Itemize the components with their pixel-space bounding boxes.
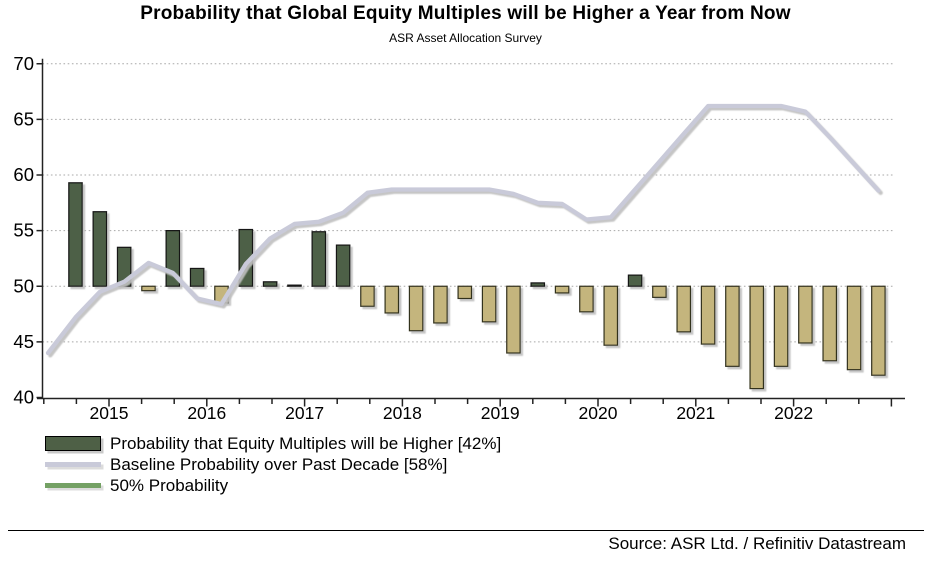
y-tick-label: 55	[13, 220, 34, 241]
year-label: 2015	[90, 403, 129, 423]
bars-group	[68, 182, 886, 390]
y-tick-label: 60	[13, 164, 34, 185]
bar	[700, 285, 716, 345]
bar	[92, 211, 108, 287]
y-tick-label: 65	[13, 108, 34, 129]
source-text: Source: ASR Ltd. / Refinitiv Datastream	[608, 534, 906, 553]
bar	[433, 285, 448, 324]
legend-label: 50% Probability	[110, 475, 229, 495]
bar	[384, 285, 400, 314]
bar-series-swatch	[45, 436, 101, 451]
bar	[189, 267, 205, 287]
bar	[481, 285, 497, 323]
chart-title: Probability that Global Equity Multiples…	[140, 3, 791, 24]
bar	[579, 285, 594, 313]
y-tick-label: 50	[13, 275, 34, 296]
bar	[603, 285, 619, 346]
year-label: 2022	[774, 403, 813, 423]
axes	[36, 58, 905, 407]
y-tick-label: 45	[13, 331, 34, 352]
year-label: 2019	[481, 403, 520, 423]
year-label: 2016	[187, 403, 226, 423]
bar	[846, 285, 862, 371]
bar	[360, 285, 375, 307]
year-label: 2021	[676, 403, 715, 423]
bar	[725, 285, 740, 367]
legend-item-baseline: Baseline Probability over Past Decade [5…	[45, 454, 501, 475]
legend-item-fifty-pct: 50% Probability	[45, 475, 501, 496]
baseline-probability-line	[45, 103, 881, 356]
chart-legend: Probability that Equity Multiples will b…	[45, 433, 501, 496]
y-tick-label: 40	[13, 387, 34, 408]
bar	[408, 285, 424, 332]
bar	[68, 182, 83, 287]
year-label: 2017	[285, 403, 324, 423]
bar	[335, 244, 351, 287]
bar	[871, 285, 886, 376]
chart-subtitle: ASR Asset Allocation Survey	[389, 31, 542, 45]
legend-label: Probability that Equity Multiples will b…	[110, 433, 502, 453]
bar	[311, 231, 327, 287]
baseline-series-swatch	[45, 462, 101, 467]
year-label: 2018	[383, 403, 422, 423]
bar	[749, 285, 765, 390]
y-axis-labels: 40 45 50 55 60 65 70	[13, 53, 34, 408]
legend-label: Baseline Probability over Past Decade [5…	[110, 454, 448, 474]
legend-item-bars: Probability that Equity Multiples will b…	[45, 433, 501, 454]
y-tick-label: 70	[13, 53, 34, 74]
bar	[506, 285, 521, 354]
bar	[773, 285, 789, 367]
bar	[822, 285, 838, 362]
source-divider	[8, 530, 924, 531]
x-axis-labels: 2015 2016 2017 2018 2019 2020 2021 2022	[90, 403, 814, 423]
fifty-pct-line-swatch	[45, 483, 101, 488]
year-label: 2020	[579, 403, 618, 423]
bar	[798, 285, 813, 344]
bar	[676, 285, 692, 333]
